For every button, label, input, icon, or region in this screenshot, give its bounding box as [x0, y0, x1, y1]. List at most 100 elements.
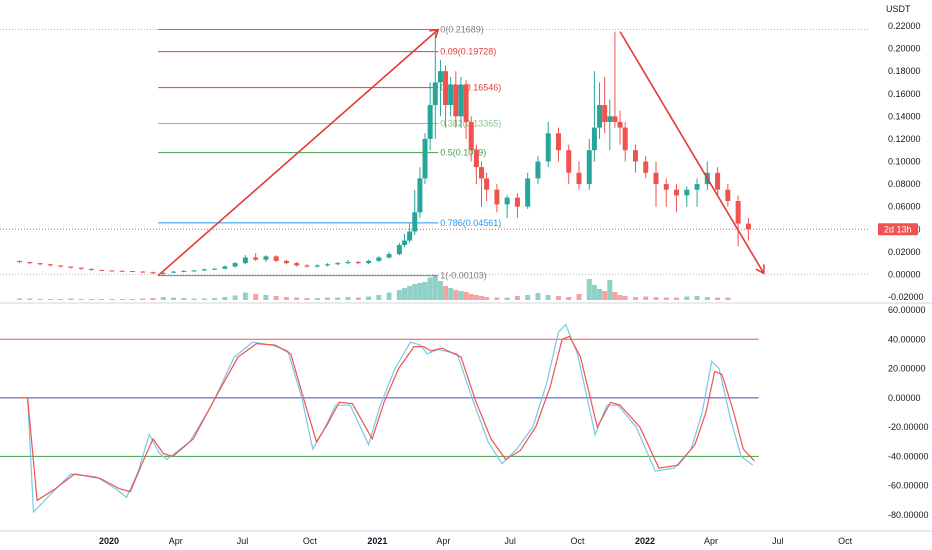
candle-body [525, 178, 531, 207]
volume-bar [88, 299, 94, 300]
candle-body [612, 116, 618, 122]
candle-body [294, 263, 300, 266]
volume-bar [448, 288, 454, 300]
volume-bar [443, 286, 449, 300]
oscillator-tick-label: -80.00000 [888, 510, 929, 520]
volume-bar [109, 299, 115, 300]
trend-arrow [619, 31, 764, 274]
time-tick-label: Oct [838, 536, 853, 546]
price-tick-label: 0.06000 [888, 202, 921, 212]
price-tick-label: 0.22000 [888, 21, 921, 31]
volume-bar [586, 279, 592, 300]
candle-body [407, 231, 413, 241]
candle-body [602, 105, 608, 122]
time-tick-label: 2022 [635, 536, 655, 546]
candle-body [181, 271, 187, 273]
candle-body [453, 84, 459, 117]
candle-body [607, 116, 613, 122]
candle-body [119, 270, 125, 272]
price-tick-label: 0.18000 [888, 66, 921, 76]
volume-bar [453, 290, 459, 300]
candle-body [448, 84, 454, 106]
volume-bar [602, 291, 608, 300]
volume-bar [191, 298, 197, 300]
candle-body [494, 189, 500, 205]
volume-bar [684, 296, 690, 300]
candle-body [376, 257, 382, 261]
volume-bar [58, 299, 64, 300]
volume-bar [514, 296, 520, 300]
volume-bar [263, 295, 269, 300]
candle-body [432, 82, 438, 106]
candle-body [160, 272, 166, 274]
candle-body [422, 138, 428, 179]
volume-bar [119, 299, 125, 300]
candle-body [314, 265, 320, 267]
volume-bar [283, 297, 289, 300]
volume-bar [129, 299, 135, 300]
candle-body [576, 172, 582, 185]
volume-bar [150, 298, 156, 300]
volume-bar [366, 296, 372, 300]
trend-arrows-layer[interactable] [157, 30, 764, 277]
candle-body [535, 161, 541, 179]
volume-bar [468, 294, 474, 300]
oscillator-fast-line [19, 323, 754, 514]
candle-body [591, 127, 597, 151]
candle-body [58, 265, 64, 267]
candle-body [304, 265, 310, 267]
volume-bar [535, 293, 541, 300]
volume-bar [17, 298, 23, 300]
volume-bar [27, 298, 33, 300]
volume-bar [376, 295, 382, 300]
candle-body [401, 240, 407, 246]
volume-bar [99, 299, 105, 300]
volume-bar [704, 297, 710, 300]
volume-bar [463, 292, 469, 300]
volume-bar [171, 297, 177, 300]
volume-bar [412, 284, 418, 300]
price-tick-label: 0.16000 [888, 89, 921, 99]
volume-bar [432, 275, 438, 300]
volume-bar [201, 298, 207, 300]
candle-body [386, 254, 392, 258]
candle-body [273, 256, 279, 261]
candle-body [283, 260, 289, 264]
volume-bar [663, 297, 669, 300]
volume-bar [694, 296, 700, 300]
candle-body [232, 263, 238, 267]
candle-body [643, 161, 649, 173]
volume-bar [484, 297, 490, 300]
candle-body [171, 271, 177, 273]
price-tick-label: 0.02000 [888, 247, 921, 257]
candle-body [514, 197, 520, 207]
volume-bar [555, 296, 561, 300]
volume-bar [566, 297, 572, 300]
time-tick-label: Apr [436, 536, 450, 546]
volume-bar [478, 296, 484, 300]
candle-body [725, 189, 731, 202]
time-tick-label: Apr [704, 536, 718, 546]
volume-bar [607, 280, 613, 300]
fib-level-label: 0(0.21689) [440, 25, 484, 35]
volume-bar [597, 289, 603, 300]
fibonacci-layer[interactable]: 0(0.21689)0.09(0.19728)0.236(0.16546)0.3… [158, 25, 501, 281]
fib-level-label: 1(-0.00103) [440, 271, 487, 281]
candle-body [109, 270, 115, 272]
volume-bar [253, 294, 259, 300]
volume-bar [458, 291, 464, 300]
oscillator-tick-label: -40.00000 [888, 451, 929, 461]
candle-body [78, 267, 84, 269]
candle-body [663, 184, 669, 190]
volume-bar [242, 292, 248, 300]
price-tick-label: 0.10000 [888, 157, 921, 167]
candle-body [68, 266, 74, 268]
candle-body [468, 121, 474, 151]
axes-layer: 0.22000 0.20000 0.18000 0.16000 0.14000 0.120… [0, 21, 932, 546]
volume-bar [396, 290, 402, 300]
volume-bar [37, 299, 43, 300]
trend-arrow [157, 30, 438, 277]
candle-body [674, 189, 680, 196]
